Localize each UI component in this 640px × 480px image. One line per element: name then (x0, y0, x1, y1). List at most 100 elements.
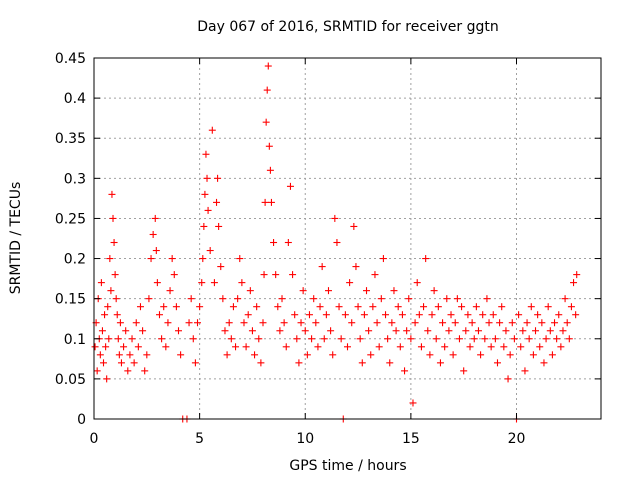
data-point (253, 303, 261, 311)
data-point (451, 319, 459, 327)
data-point (436, 359, 444, 367)
data-point (145, 295, 153, 303)
data-point (546, 327, 554, 335)
data-point (204, 206, 212, 214)
data-point (515, 311, 523, 319)
data-point (291, 311, 299, 319)
data-point (443, 295, 451, 303)
data-point (160, 303, 168, 311)
y-tick-label: 0.25 (55, 211, 86, 227)
data-point (322, 311, 330, 319)
data-point (91, 343, 99, 351)
data-point (523, 319, 531, 327)
y-tick-label: 0.4 (64, 91, 86, 107)
y-tick-label: 0.35 (55, 131, 86, 147)
data-point (548, 351, 556, 359)
data-point (502, 327, 510, 335)
data-point (401, 367, 409, 375)
data-point (333, 239, 341, 247)
data-point (124, 367, 132, 375)
data-point (388, 319, 396, 327)
data-point (407, 335, 415, 343)
data-point (201, 190, 209, 198)
data-point (316, 303, 324, 311)
plot-frame (93, 57, 602, 420)
data-point (198, 279, 206, 287)
data-point (519, 327, 527, 335)
data-point (242, 343, 250, 351)
data-point (527, 303, 535, 311)
data-point (120, 343, 128, 351)
data-point (272, 271, 280, 279)
y-tick-label: 0.1 (64, 332, 86, 348)
data-point (96, 351, 104, 359)
data-point (409, 399, 417, 407)
data-point (203, 174, 211, 182)
x-tick-label: 20 (508, 431, 526, 447)
data-point (170, 271, 178, 279)
data-point (206, 247, 214, 255)
data-point (496, 319, 504, 327)
data-point (489, 311, 497, 319)
data-point (114, 335, 122, 343)
data-point (270, 239, 278, 247)
data-point (264, 62, 272, 70)
data-point (166, 287, 174, 295)
data-point (295, 359, 303, 367)
data-point (263, 86, 271, 94)
data-point (141, 367, 149, 375)
data-point (517, 343, 525, 351)
data-point (185, 319, 193, 327)
data-point (551, 319, 559, 327)
data-point (286, 182, 294, 190)
data-point (172, 303, 180, 311)
data-point (305, 311, 313, 319)
x-tick-label: 5 (195, 431, 204, 447)
data-point (262, 118, 270, 126)
data-point (187, 295, 195, 303)
data-point (553, 335, 561, 343)
data-point (208, 126, 216, 134)
data-point (115, 351, 123, 359)
data-point (525, 335, 533, 343)
data-point (189, 335, 197, 343)
data-point (403, 327, 411, 335)
data-point (139, 327, 147, 335)
data-point (500, 343, 508, 351)
data-point (371, 271, 379, 279)
data-point (472, 303, 480, 311)
data-point (109, 214, 117, 222)
data-point (310, 295, 318, 303)
data-point (573, 271, 581, 279)
data-point (155, 311, 163, 319)
y-tick-label: 0.05 (55, 372, 86, 388)
data-point (199, 255, 207, 263)
data-point (455, 335, 463, 343)
data-point (280, 319, 288, 327)
data-point (555, 311, 563, 319)
data-point (151, 214, 159, 222)
data-point (504, 375, 512, 383)
data-point (301, 327, 309, 335)
data-point (168, 255, 176, 263)
data-point (267, 198, 275, 206)
data-point (354, 303, 362, 311)
data-point (337, 335, 345, 343)
data-point (360, 311, 368, 319)
y-tick-label: 0 (77, 412, 86, 428)
chart-title: Day 067 of 2016, SRMTID for receiver ggt… (197, 19, 499, 35)
data-point (112, 295, 120, 303)
data-point (493, 359, 501, 367)
x-tick-label: 0 (90, 431, 99, 447)
data-point (232, 343, 240, 351)
data-point (152, 247, 160, 255)
data-point (481, 335, 489, 343)
data-point (352, 263, 360, 271)
data-point (107, 287, 115, 295)
data-point (202, 150, 210, 158)
data-point (432, 335, 440, 343)
data-point (375, 343, 383, 351)
data-point (103, 375, 111, 383)
data-point (219, 295, 227, 303)
